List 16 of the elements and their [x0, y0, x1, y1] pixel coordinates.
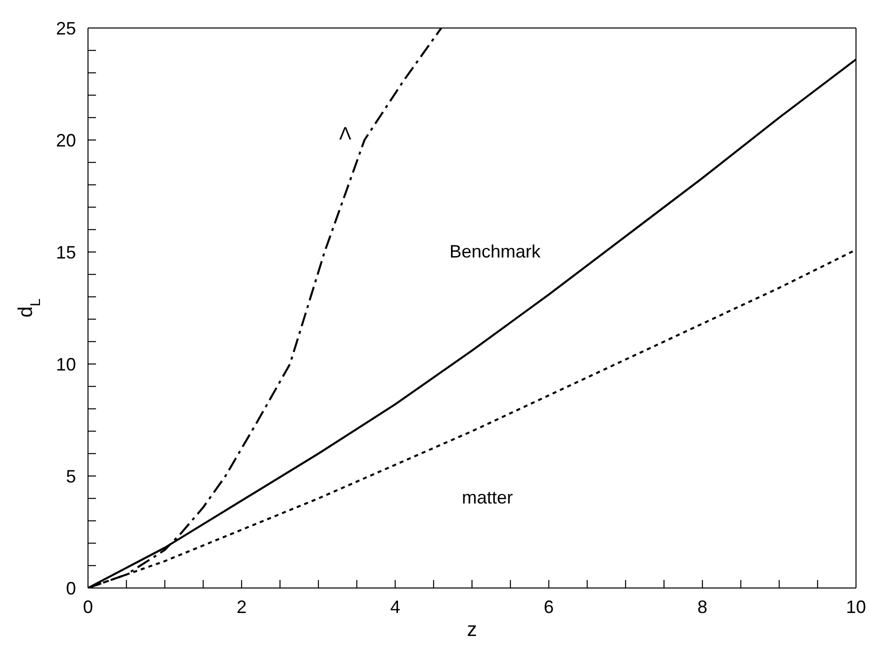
annotation: Benchmark: [450, 242, 541, 262]
y-tick-label: 0: [66, 578, 76, 598]
y-tick-label: 20: [56, 130, 76, 150]
x-axis-title: z: [467, 619, 477, 641]
y-tick-label: 10: [56, 354, 76, 374]
x-tick-label: 0: [82, 596, 94, 617]
y-tick-label: 5: [66, 466, 76, 486]
x-tick-label: 6: [544, 596, 554, 617]
annotation: matter: [462, 488, 513, 509]
y-tick-label: 15: [56, 242, 76, 262]
annotation: Λ: [339, 124, 352, 145]
x-tick-label: 10: [846, 596, 866, 617]
x-tick-label: 4: [390, 596, 400, 617]
y-tick-label: 25: [56, 18, 76, 38]
x-tick-label: 2: [236, 596, 247, 617]
x-tick-label: 8: [697, 596, 708, 617]
